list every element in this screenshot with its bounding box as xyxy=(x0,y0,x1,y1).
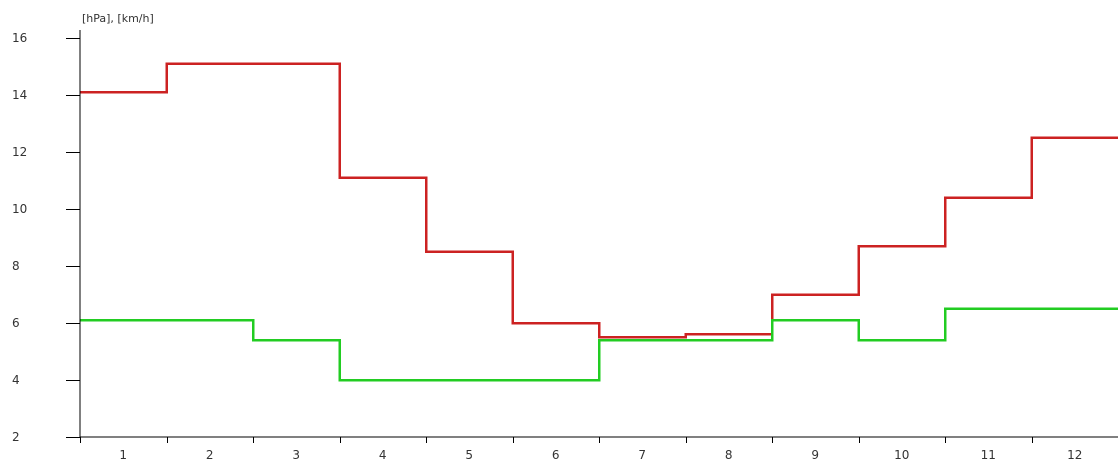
y-tick-label: 8 xyxy=(12,259,20,273)
series-lines xyxy=(80,62,1118,382)
x-tick-label: 5 xyxy=(465,448,473,462)
x-tick-label: 2 xyxy=(206,448,214,462)
x-axis-ticks: 1 2 3 4 5 6 7 8 9 10 11 12 xyxy=(80,437,1082,462)
x-tick-label: 11 xyxy=(981,448,996,462)
x-tick-label: 12 xyxy=(1067,448,1082,462)
y-tick-label: 6 xyxy=(12,316,20,330)
y-axis-unit-label: [hPa], [km/h] xyxy=(82,12,154,25)
x-tick-label: 8 xyxy=(725,448,733,462)
x-tick-label: 4 xyxy=(379,448,387,462)
y-tick-label: 4 xyxy=(12,373,20,387)
y-tick-label: 12 xyxy=(12,145,27,159)
y-tick-label: 16 xyxy=(12,31,27,45)
x-tick-label: 7 xyxy=(638,448,646,462)
y-tick-label: 14 xyxy=(12,88,27,102)
series-2-line xyxy=(80,307,1118,382)
y-tick-label: 10 xyxy=(12,202,27,216)
series-1-line xyxy=(80,62,1118,339)
y-tick-label: 2 xyxy=(12,430,20,444)
x-tick-label: 9 xyxy=(811,448,819,462)
x-tick-label: 1 xyxy=(119,448,127,462)
x-tick-label: 3 xyxy=(292,448,300,462)
x-tick-label: 10 xyxy=(894,448,909,462)
y-axis-ticks: 2 4 6 8 10 12 14 16 xyxy=(12,31,80,444)
x-tick-label: 6 xyxy=(552,448,560,462)
